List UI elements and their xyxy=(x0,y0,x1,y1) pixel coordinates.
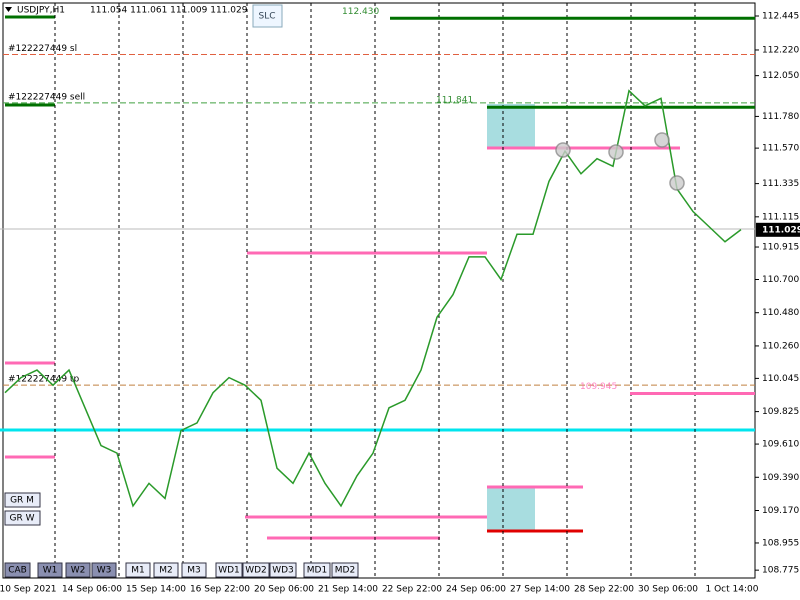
timeframe-button[interactable] xyxy=(242,562,270,578)
y-tick-label: 112.445 xyxy=(762,12,799,22)
timeframe-button[interactable] xyxy=(37,562,63,578)
ohlc: 111.054 111.061 111.009 111.029 xyxy=(90,6,248,16)
y-tick-label: 109.825 xyxy=(762,407,799,417)
x-tick-label: 24 Sep 06:00 xyxy=(446,585,506,595)
button-label: CAB xyxy=(8,566,27,576)
button-label: M3 xyxy=(187,566,201,576)
y-tick-label: 110.915 xyxy=(762,243,799,253)
zones xyxy=(5,146,680,540)
y-tick-label: 111.570 xyxy=(762,144,799,154)
button-label: W1 xyxy=(43,566,58,576)
menu-arrow[interactable] xyxy=(5,7,12,12)
x-tick-label: 20 Sep 06:00 xyxy=(254,585,314,595)
button-label: GR M xyxy=(10,496,34,506)
level-label: 112.430 xyxy=(342,7,379,17)
x-tick-label: 14 Sep 06:00 xyxy=(62,585,122,595)
zone-box xyxy=(487,487,535,530)
y-tick-label: 110.480 xyxy=(762,308,799,318)
y-tick-label: 112.220 xyxy=(762,45,799,55)
timeframe-button[interactable] xyxy=(269,562,297,578)
level-label: 109.945 xyxy=(580,382,617,392)
price-line xyxy=(4,89,742,508)
order-label: #122227449 tp xyxy=(8,375,79,385)
y-tick-label: 109.610 xyxy=(762,440,799,450)
order-label: #122227449 sell xyxy=(8,92,85,102)
timeframe-button[interactable] xyxy=(91,562,117,578)
x-tick-label: 16 Sep 22:00 xyxy=(190,585,250,595)
current-price-box xyxy=(756,222,800,237)
timeframe-button[interactable] xyxy=(65,562,91,578)
group-button[interactable] xyxy=(4,492,41,508)
x-tick-label: 1 Oct 14:00 xyxy=(706,585,759,595)
x-tick-label: 30 Sep 06:00 xyxy=(638,585,698,595)
x-tick-label: 28 Sep 22:00 xyxy=(574,585,634,595)
y-tick-label: 110.045 xyxy=(762,374,799,384)
y-tick-label: 110.700 xyxy=(762,275,799,285)
symbol: USDJPY,H1 xyxy=(17,6,65,16)
slc-button[interactable] xyxy=(252,4,283,28)
button-label: WD3 xyxy=(272,566,294,576)
markers xyxy=(555,132,685,191)
button-label: M2 xyxy=(159,566,173,576)
button-label: WD2 xyxy=(245,566,267,576)
zone-box xyxy=(487,104,535,148)
timeframe-button[interactable] xyxy=(4,562,31,578)
x-tick-label: 27 Sep 14:00 xyxy=(510,585,570,595)
y-tick-label: 111.115 xyxy=(762,212,799,222)
plot-frame xyxy=(2,2,756,579)
group-button[interactable] xyxy=(4,510,41,526)
slc-label: SLC xyxy=(258,12,275,22)
button-label: W2 xyxy=(71,566,86,576)
level-label: 111.841 xyxy=(436,96,473,106)
y-tick-label: 111.780 xyxy=(762,112,799,122)
x-tick-label: 15 Sep 14:00 xyxy=(126,585,186,595)
timeframe-button[interactable] xyxy=(125,562,151,578)
timeframe-button[interactable] xyxy=(153,562,179,578)
x-tick-label: 10 Sep 2021 xyxy=(0,585,57,595)
button-label: WD1 xyxy=(218,566,240,576)
y-tick-label: 108.775 xyxy=(762,566,799,576)
order-label: #122227449 sl xyxy=(8,44,77,54)
button-label: MD1 xyxy=(307,566,327,576)
button-label: M1 xyxy=(131,566,145,576)
timeframe-button[interactable] xyxy=(303,562,331,578)
button-label: W3 xyxy=(97,566,112,576)
x-tick-label: 22 Sep 22:00 xyxy=(382,585,442,595)
timeframe-button[interactable] xyxy=(215,562,243,578)
timeframe-button[interactable] xyxy=(331,562,359,578)
y-tick-label: 111.335 xyxy=(762,179,799,189)
y-tick-label: 110.260 xyxy=(762,341,799,351)
current-price: 111.029 xyxy=(762,225,800,235)
y-tick-label: 109.390 xyxy=(762,473,799,483)
button-label: GR W xyxy=(10,514,35,524)
button-label: MD2 xyxy=(335,566,355,576)
timeframe-button[interactable] xyxy=(181,562,207,578)
y-tick-label: 109.170 xyxy=(762,506,799,516)
x-tick-label: 21 Sep 14:00 xyxy=(318,585,378,595)
y-tick-label: 108.955 xyxy=(762,538,799,548)
y-tick-label: 112.050 xyxy=(762,71,799,81)
